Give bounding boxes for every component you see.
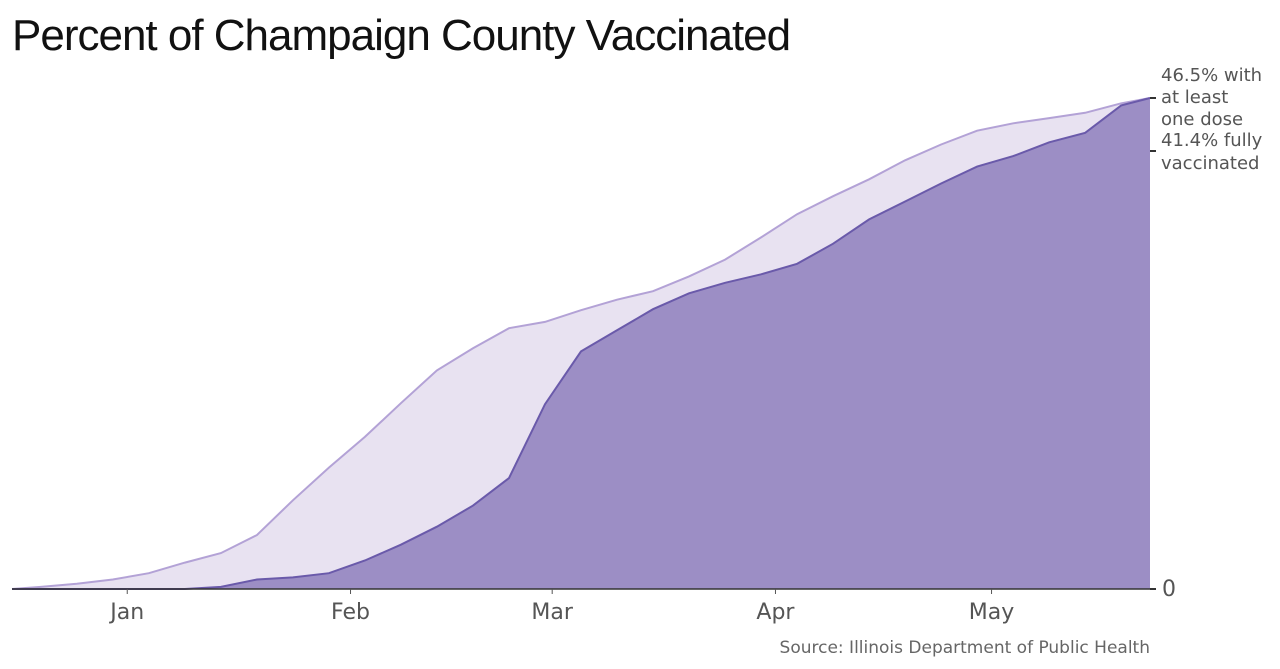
end-label-fully-vaccinated: 41.4% fully vaccinated [1161,130,1263,174]
x-tick-label: Jan [108,600,144,625]
end-label-line: one dose [1161,109,1243,130]
end-label-at-least-one-dose: 46.5% with at least one dose [1161,65,1262,130]
x-axis-ticks: Jan Feb Mar Apr May [108,589,1014,625]
line-at-least-one-dose [11,97,1151,590]
right-axis: 0 46.5% with at least one dose 41.4% fully… [1150,65,1263,602]
x-tick-label: Mar [531,600,573,625]
chart-title: Percent of Champaign County Vaccinated [12,11,790,60]
y-tick-label-0: 0 [1162,577,1176,602]
x-tick-label: Apr [756,600,795,625]
x-tick-label: May [969,600,1014,625]
end-label-line: vaccinated [1161,153,1259,174]
end-label-line: 46.5% with [1161,65,1262,86]
end-label-line: at least [1161,87,1228,108]
area-fully-vaccinated [12,98,1150,589]
source-note: Source: Illinois Department of Public He… [780,638,1150,658]
end-label-line: 41.4% fully [1161,130,1263,151]
x-tick-label: Feb [331,600,370,625]
plot-area [11,97,1151,590]
